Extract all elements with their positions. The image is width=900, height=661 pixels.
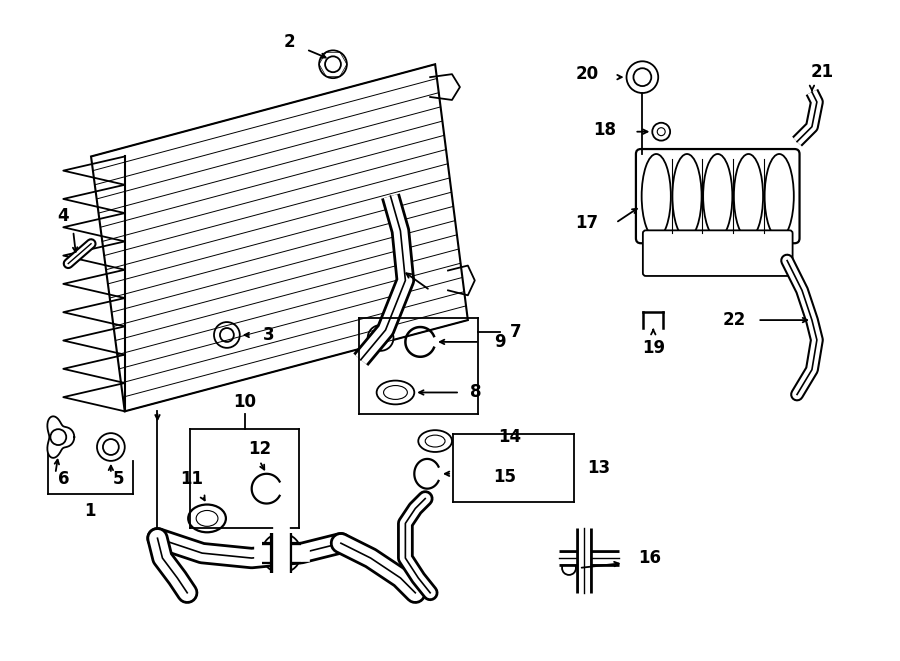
Circle shape [626, 61, 658, 93]
Text: 2: 2 [284, 34, 295, 52]
Ellipse shape [734, 154, 763, 238]
Text: 7: 7 [509, 323, 521, 341]
Ellipse shape [703, 154, 733, 238]
Text: 8: 8 [470, 383, 482, 401]
Ellipse shape [418, 430, 452, 452]
Text: 1: 1 [85, 502, 95, 520]
Ellipse shape [642, 154, 670, 238]
Ellipse shape [765, 154, 794, 238]
Circle shape [652, 123, 670, 141]
Text: 5: 5 [112, 470, 124, 488]
Circle shape [368, 325, 393, 351]
Text: 4: 4 [58, 207, 69, 225]
Text: 12: 12 [248, 440, 271, 458]
Text: 19: 19 [642, 339, 665, 357]
Text: 9: 9 [495, 333, 506, 351]
Ellipse shape [376, 381, 414, 405]
Text: 15: 15 [493, 468, 516, 486]
Text: 20: 20 [576, 65, 598, 83]
Text: 14: 14 [498, 428, 521, 446]
Text: 21: 21 [810, 63, 833, 81]
Circle shape [97, 433, 125, 461]
FancyBboxPatch shape [643, 230, 793, 276]
Ellipse shape [672, 154, 702, 238]
Text: 13: 13 [587, 459, 610, 477]
Text: 11: 11 [181, 470, 203, 488]
Text: 17: 17 [576, 214, 598, 232]
Text: 16: 16 [638, 549, 662, 567]
Text: 6: 6 [58, 470, 70, 488]
Text: 3: 3 [263, 326, 274, 344]
Circle shape [320, 50, 346, 78]
Ellipse shape [188, 504, 226, 532]
Text: 10: 10 [233, 393, 256, 411]
Text: 22: 22 [722, 311, 745, 329]
Circle shape [214, 322, 239, 348]
Text: 18: 18 [594, 121, 616, 139]
Polygon shape [48, 416, 75, 458]
